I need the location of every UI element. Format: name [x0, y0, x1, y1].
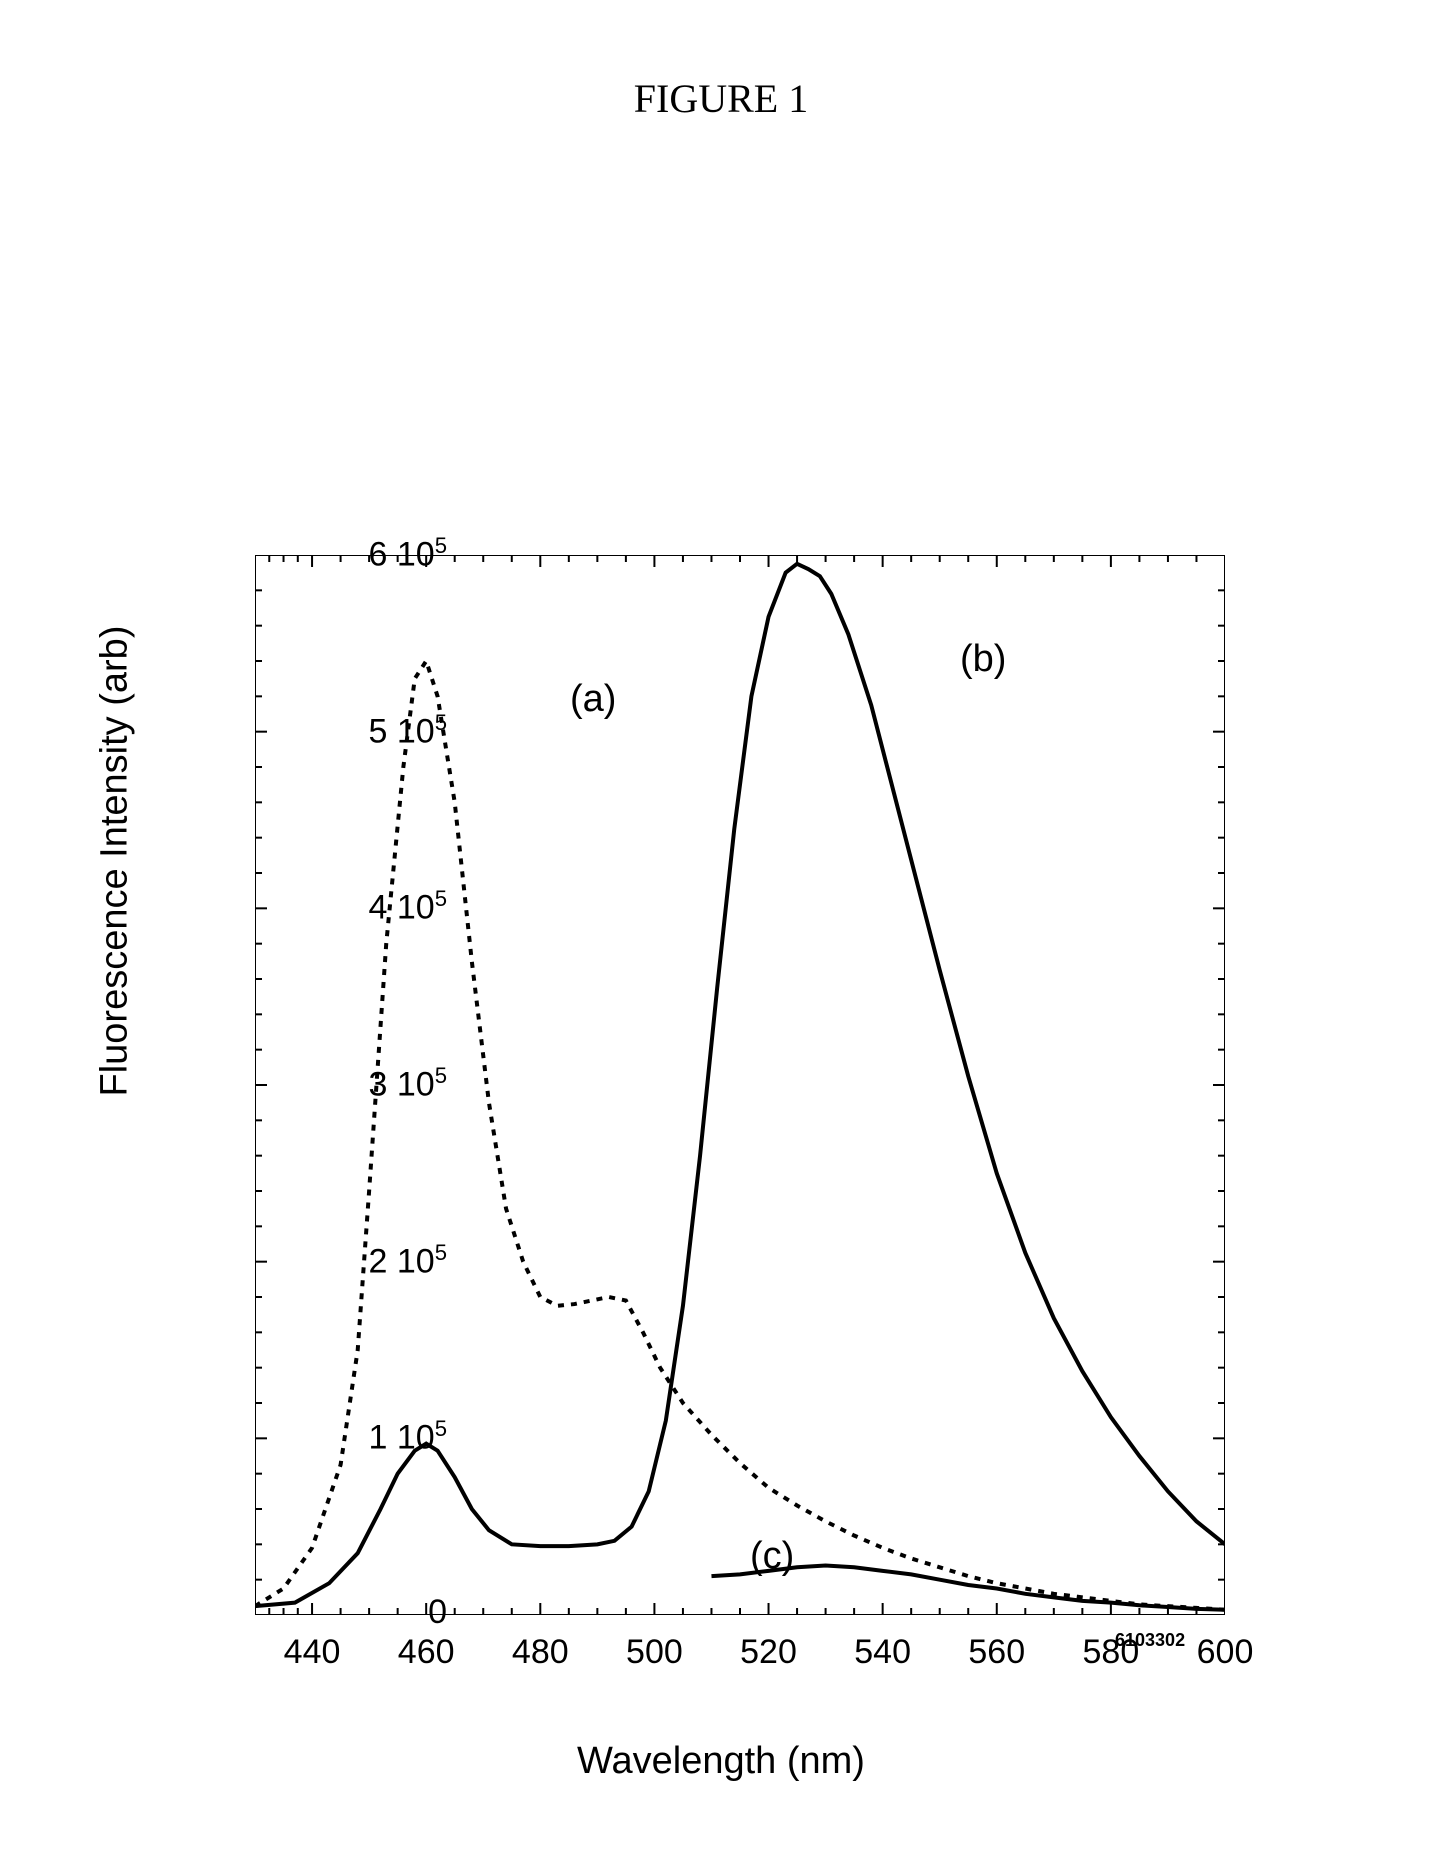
x-tick-label: 520 [729, 1633, 809, 1672]
annotation-c: (c) [750, 1535, 794, 1578]
y-axis-label: Fluorescence Intensity (arb) [94, 626, 137, 1097]
y-tick-label: 3 105 [247, 1063, 447, 1104]
x-tick-label: 480 [500, 1633, 580, 1672]
y-tick-label: 2 105 [247, 1240, 447, 1281]
figure-container: { "title": "FIGURE 1", "xlabel": "Wavele… [0, 0, 1442, 1875]
annotation-b: (b) [960, 638, 1006, 681]
x-tick-label: 560 [957, 1633, 1037, 1672]
figure-title: FIGURE 1 [0, 75, 1442, 122]
x-tick-label: 600 [1185, 1633, 1265, 1672]
x-axis-label: Wavelength (nm) [0, 1740, 1442, 1783]
x-tick-label: 500 [614, 1633, 694, 1672]
annotation-a: (a) [570, 678, 616, 721]
y-tick-label: 5 105 [247, 710, 447, 751]
y-tick-label: 4 105 [247, 886, 447, 927]
y-tick-label: 1 105 [247, 1416, 447, 1457]
small-reference-number: 6103302 [1115, 1630, 1185, 1651]
x-tick-label: 460 [386, 1633, 466, 1672]
y-tick-label: 6 105 [247, 533, 447, 574]
y-tick-label: 0 [247, 1593, 447, 1632]
x-tick-label: 540 [843, 1633, 923, 1672]
x-tick-label: 440 [272, 1633, 352, 1672]
